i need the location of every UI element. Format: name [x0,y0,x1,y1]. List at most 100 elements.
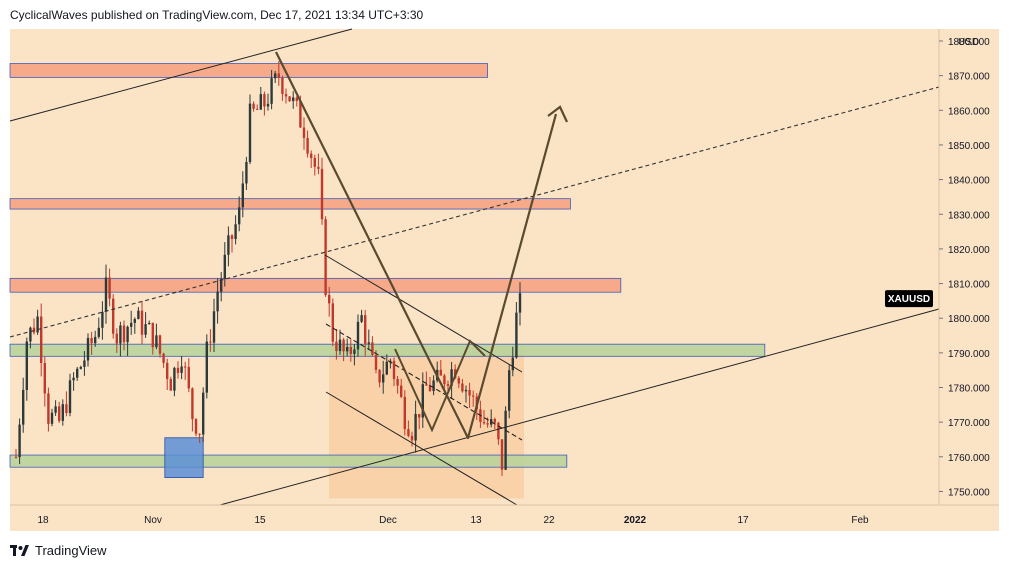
y-tick-label-2: 1860.000 [948,106,990,117]
candle-body-132 [490,419,493,425]
y-tick-label-7: 1810.000 [948,280,990,291]
publisher-header: CyclicalWaves published on TradingView.c… [10,8,424,22]
candle-body-11 [54,406,57,413]
candle-body-0 [14,456,18,458]
candle-body-29 [119,325,122,344]
projection-path-small [394,339,486,433]
y-tick-label-10: 1780.000 [948,384,990,395]
candle-body-70 [266,103,270,107]
candle-body-51 [198,433,201,435]
candle-body-34 [137,310,140,320]
projection-arrowhead [547,105,568,123]
candle-body-69 [263,94,266,107]
candle-body-48 [187,367,190,389]
candle-body-43 [169,379,172,391]
mid-channel-dashed-line [9,86,940,338]
candle-body-19 [83,360,86,367]
candle-body-86 [324,219,327,296]
y-tick-label-11: 1770.000 [948,418,990,429]
candle-body-121 [450,369,453,386]
candle-body-26 [108,277,111,299]
support-zone-3 [9,343,766,357]
x-tick-label-7: 17 [737,515,749,526]
upper-channel-line [9,28,353,122]
candle-body-62 [238,207,241,225]
candle-body-21 [90,337,93,344]
tradingview-logo-icon [10,544,29,556]
candle-body-116 [432,380,435,392]
symbol-price-label: XAUUSD [888,294,930,305]
candle-body-49 [191,388,194,420]
candle-body-131 [486,423,489,425]
candle-body-100 [374,354,378,370]
y-tick-label-5: 1830.000 [948,210,990,221]
resistance-zone-1 [9,198,571,210]
candle-body-102 [382,374,385,383]
resistance-zone-2 [9,277,622,293]
candle-body-81 [306,137,309,154]
candle-body-73 [277,73,280,78]
box-zone-5 [164,437,204,478]
candle-body-40 [158,335,162,354]
x-tick-label-6: 2022 [624,515,647,526]
candle-body-95 [356,321,360,350]
candle-body-108 [403,396,406,430]
projection-path-large [275,51,558,440]
candle-body-99 [371,342,374,355]
candle-body-85 [320,168,324,220]
y-tick-label-3: 1850.000 [948,141,990,152]
descending-channel-lower [325,391,518,506]
candle-body-114 [425,384,428,386]
candle-body-124 [461,383,464,392]
candle-body-76 [288,96,291,102]
candle-body-72 [274,73,277,79]
candle-body-94 [353,349,356,354]
y-tick-label-9: 1790.000 [948,349,990,360]
candle-body-88 [331,303,334,342]
candle-body-58 [223,254,226,279]
candle-body-67 [256,108,259,110]
candle-body-56 [216,291,219,312]
candle-body-75 [284,94,288,97]
x-tick-label-4: 13 [470,515,482,526]
candle-body-134 [497,422,500,440]
candle-body-79 [299,100,302,128]
candle-body-47 [184,366,187,368]
candle-body-118 [439,369,442,376]
candle-body-33 [133,319,136,323]
descending-channel-mid [325,323,523,441]
candle-body-65 [248,103,252,162]
candle-body-64 [245,161,248,184]
candle-body-44 [173,367,176,391]
x-tick-label-0: 18 [37,515,49,526]
candle-body-140 [518,293,522,313]
candle-body-25 [104,277,108,312]
candle-body-136 [504,410,507,470]
candle-body-87 [328,295,331,304]
price-chart[interactable]: 1880.000 1870.000 1860.000 1850.000 1840.000… [0,0,1009,535]
candle-body-22 [94,336,97,344]
price-axis-background [939,29,999,505]
candle-body-15 [68,380,72,414]
candle-body-77 [292,97,295,102]
candle-body-63 [241,183,244,208]
resistance-zone-0 [9,63,489,78]
candle-body-32 [130,322,133,327]
candle-body-8 [43,363,46,394]
candle-body-74 [281,77,284,95]
candle-body-130 [482,421,486,424]
candle-body-23 [97,327,100,337]
candle-body-110 [410,435,414,441]
candle-body-17 [76,368,79,378]
symbol-price-label-bg [885,290,933,308]
candle-body-104 [389,360,392,362]
candle-body-18 [79,366,82,369]
candle-body-28 [115,333,118,344]
x-tick-label-1: Nov [144,515,162,526]
time-axis-background [10,505,999,531]
candle-body-14 [65,404,68,414]
candle-body-9 [47,393,50,424]
support-zone-4 [9,454,568,468]
candle-body-115 [428,385,432,392]
candle-body-2 [22,389,25,425]
